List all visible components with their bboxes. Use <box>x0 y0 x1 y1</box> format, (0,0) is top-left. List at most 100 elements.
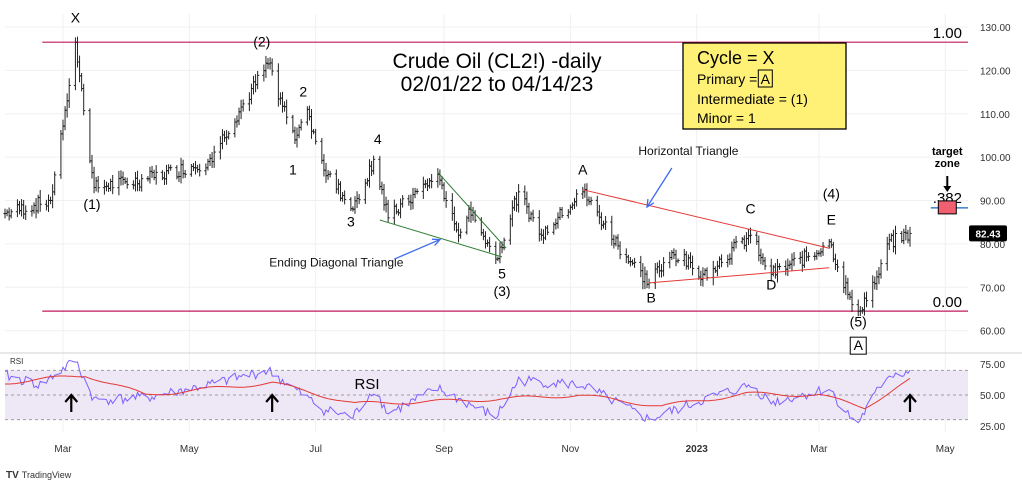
price-bar <box>140 174 144 192</box>
price-tick-label: 110.00 <box>980 110 1010 121</box>
price-bar <box>459 228 463 239</box>
price-bar <box>96 175 100 193</box>
price-bar <box>378 155 382 190</box>
price-bar <box>657 260 662 278</box>
price-bar <box>148 166 152 184</box>
price-bar <box>819 248 823 257</box>
price-bar <box>256 70 260 90</box>
price-bar <box>848 291 852 300</box>
price-bar <box>343 190 347 205</box>
price-bar <box>655 262 659 274</box>
price-bar <box>208 153 212 166</box>
price-bar <box>220 129 225 150</box>
price-bar <box>450 193 454 221</box>
price-bar <box>574 189 579 207</box>
price-bar <box>7 207 11 221</box>
price-bar <box>88 108 92 164</box>
horizontal-triangle-lower <box>649 267 830 284</box>
wave-label: 1 <box>289 161 297 177</box>
price-bar <box>488 236 492 253</box>
price-bar <box>686 254 691 270</box>
price-bar <box>792 252 796 267</box>
price-bar <box>270 58 274 76</box>
price-bar <box>668 251 672 269</box>
price-bar <box>369 160 374 176</box>
price-bar <box>164 164 169 185</box>
wave-label: 4 <box>374 131 382 147</box>
price-bar <box>102 179 107 195</box>
price-bar <box>15 199 20 218</box>
price-bar <box>517 184 521 213</box>
wave-label: B <box>646 289 655 305</box>
price-bar <box>815 249 819 260</box>
price-bar <box>800 250 804 272</box>
ending-diagonal-arrow <box>394 238 442 260</box>
price-bar <box>336 178 341 195</box>
rsi-up-arrow-head <box>903 393 917 403</box>
price-bar <box>572 197 577 209</box>
wave-label: D <box>766 276 776 292</box>
wave-label: C <box>745 201 755 217</box>
price-bar <box>9 209 13 219</box>
price-bar <box>394 203 399 215</box>
price-bar <box>618 241 622 260</box>
price-bar <box>469 201 473 223</box>
price-bar <box>523 185 527 206</box>
price-bar <box>670 249 674 261</box>
price-bar <box>430 173 434 189</box>
price-bar <box>746 229 751 246</box>
price-bar <box>784 260 788 276</box>
price-bar <box>218 136 222 160</box>
price-bar <box>367 159 372 188</box>
price-bar <box>510 200 514 227</box>
horizontal-triangle-upper <box>582 189 830 249</box>
price-bar <box>688 252 693 269</box>
price-bar <box>846 277 850 300</box>
price-bar <box>233 118 237 138</box>
price-bar <box>421 176 425 199</box>
price-bar <box>125 177 129 189</box>
price-bar <box>401 195 405 208</box>
price-bar <box>264 55 268 78</box>
price-bar <box>262 64 266 82</box>
price-bar <box>717 256 722 269</box>
price-bar <box>481 228 485 241</box>
price-bar <box>17 201 22 215</box>
price-bar <box>697 265 701 280</box>
price-bar <box>46 194 51 212</box>
price-bar <box>206 158 210 171</box>
price-tick-label: 130.00 <box>980 23 1011 34</box>
rsi-tick-label: 50.00 <box>980 391 1005 402</box>
price-bar <box>643 266 647 290</box>
price-bar <box>674 249 678 267</box>
price-bar <box>119 170 123 186</box>
price-bar <box>22 199 26 220</box>
price-bar <box>307 105 312 121</box>
price-bar <box>682 248 686 267</box>
price-bar <box>566 209 570 219</box>
price-bar <box>862 292 867 316</box>
price-bar <box>597 204 601 225</box>
price-bar <box>51 184 55 209</box>
price-bar <box>502 237 506 251</box>
price-bar <box>77 55 82 83</box>
price-bar <box>527 202 531 223</box>
price-bar <box>483 231 488 249</box>
price-tick-label: 90.00 <box>980 197 1005 208</box>
price-bar <box>570 202 575 210</box>
target-zone-arrow-head <box>943 186 952 192</box>
price-bar <box>900 231 904 243</box>
price-bar <box>285 99 289 125</box>
price-bar <box>444 191 448 208</box>
boxed-wave-frame <box>849 336 867 355</box>
rsi-ma-line <box>5 375 911 410</box>
price-bar <box>703 268 707 277</box>
price-bar <box>759 248 763 265</box>
price-bar <box>299 119 303 131</box>
rsi-pane-label: RSI <box>354 376 379 393</box>
price-bar <box>150 165 154 178</box>
price-bar <box>92 166 96 194</box>
price-bar <box>152 169 156 181</box>
price-bar <box>603 215 608 230</box>
